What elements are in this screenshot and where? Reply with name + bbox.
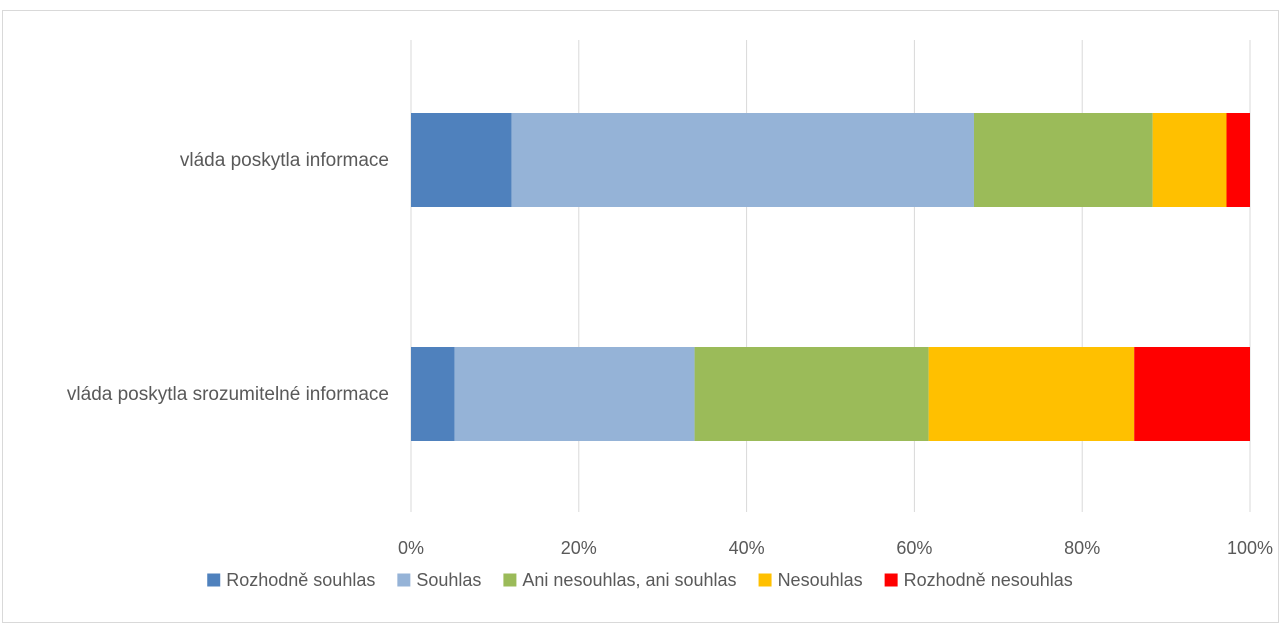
legend-swatch (503, 573, 517, 587)
legend-swatch (884, 573, 898, 587)
gridlines (410, 40, 1251, 512)
legend-label: Rozhodně nesouhlas (904, 570, 1073, 590)
bar-segment-0-4 (1226, 113, 1250, 207)
legend-item-2: Ani nesouhlas, ani souhlas (503, 570, 737, 590)
bar-segment-1-3 (928, 347, 1135, 441)
legend-swatch (397, 573, 411, 587)
legend-item-3: Nesouhlas (758, 570, 863, 590)
axes: 0% 20% 40% 60% 80% 100% vláda poskytla informa… (67, 150, 1273, 558)
x-tick-label: 20% (561, 538, 597, 558)
x-tick-label: 40% (729, 538, 765, 558)
x-tick-label: 60% (896, 538, 932, 558)
legend-label: Nesouhlas (778, 570, 863, 590)
legend-item-1: Souhlas (397, 570, 481, 590)
bar-segment-0-3 (1152, 113, 1227, 207)
legend-label: Souhlas (416, 570, 481, 590)
bar-segment-0-0 (411, 113, 512, 207)
bars (411, 113, 1250, 441)
legend-swatch (207, 573, 221, 587)
legend: Rozhodně souhlas Souhlas Ani nesouhlas, an… (207, 570, 1073, 590)
bar-segment-1-0 (411, 347, 455, 441)
x-tick-label: 80% (1064, 538, 1100, 558)
x-tick-label: 100% (1227, 538, 1273, 558)
x-tick-label: 0% (398, 538, 424, 558)
legend-item-4: Rozhodně nesouhlas (884, 570, 1073, 590)
bar-segment-1-1 (454, 347, 695, 441)
legend-label: Ani nesouhlas, ani souhlas (522, 570, 736, 590)
legend-swatch (758, 573, 772, 587)
bar-segment-1-2 (694, 347, 929, 441)
bar-segment-0-1 (511, 113, 974, 207)
category-label: vláda poskytla informace (180, 150, 389, 171)
bar-segment-0-2 (973, 113, 1153, 207)
category-label: vláda poskytla srozumitelné informace (67, 384, 389, 405)
legend-item-0: Rozhodně souhlas (207, 570, 375, 590)
legend-label: Rozhodně souhlas (226, 570, 375, 590)
bar-segment-1-4 (1134, 347, 1250, 441)
chart-frame (2, 10, 1279, 623)
